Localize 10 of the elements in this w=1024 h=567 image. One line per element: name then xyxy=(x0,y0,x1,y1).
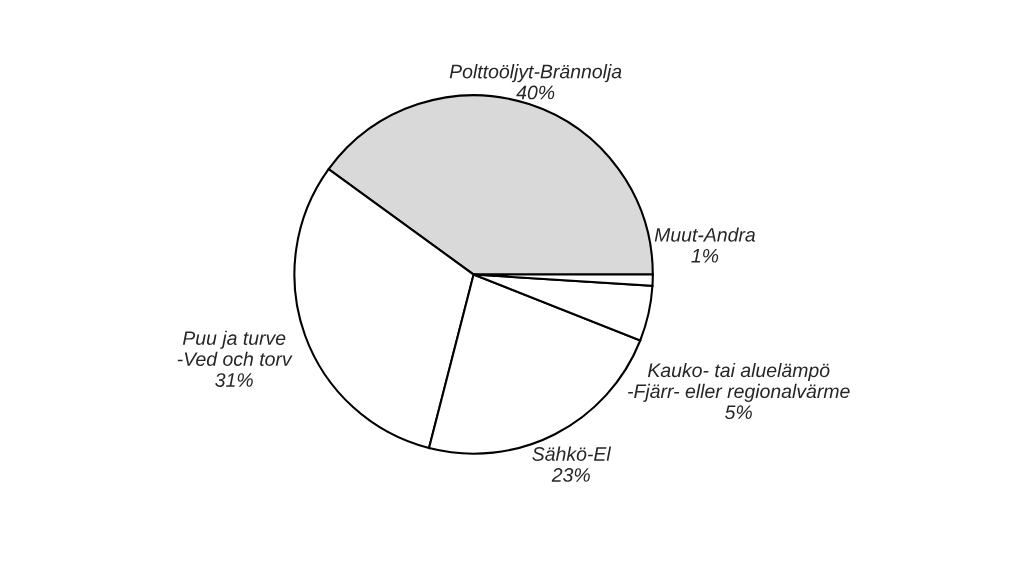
data-label: 1% xyxy=(691,248,719,263)
slice-label: Sähkö-El xyxy=(532,446,612,461)
data-label: 31% xyxy=(215,373,253,387)
data-label: 23% xyxy=(551,468,590,482)
slice-label: Muut-Andra xyxy=(654,227,756,242)
data-label: 5% xyxy=(725,405,752,420)
slice-label: Puu ja turve -Ved och torv xyxy=(177,330,293,366)
slice-label: Kauko- tai aluelämpö -Fjärr- eller regionalvärme xyxy=(628,362,850,402)
slice-label: Polttoöljyt-Brännolja xyxy=(449,64,622,83)
data-label: 40% xyxy=(516,85,555,100)
